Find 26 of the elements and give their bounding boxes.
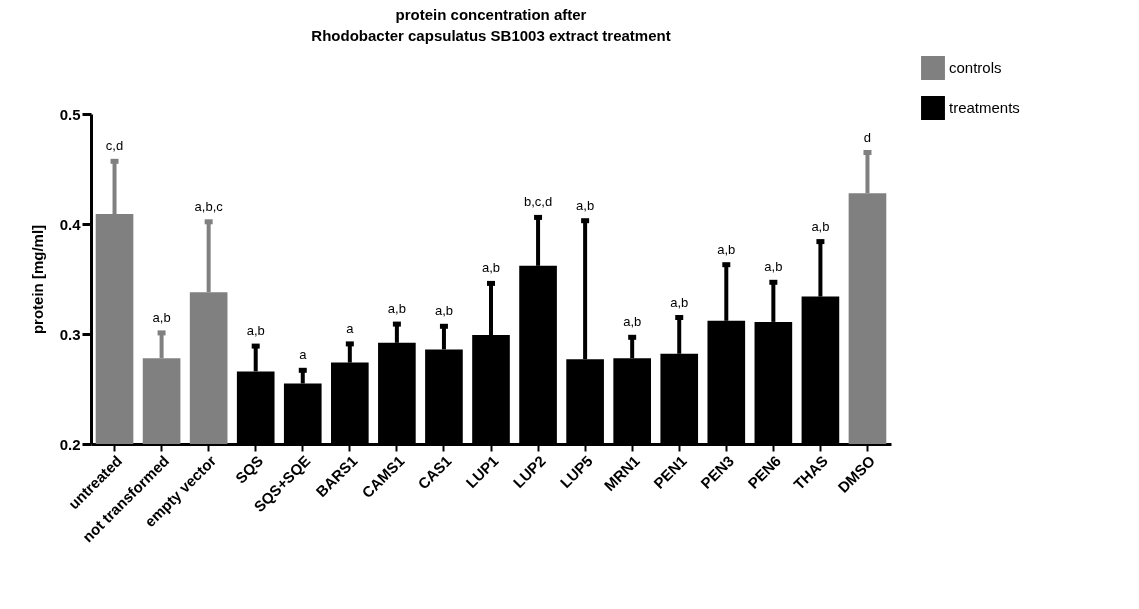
annotation: a,b bbox=[481, 260, 501, 276]
y-tick-label: 0.5 bbox=[59, 105, 81, 123]
annotation: a,b bbox=[764, 259, 783, 275]
annotation: a,b,c bbox=[194, 198, 224, 214]
annotation: a bbox=[346, 320, 355, 336]
annotation: a,b bbox=[576, 197, 595, 213]
chart-subtitle: Rhodobacter capsulatus SB1003 extract treatment bbox=[311, 27, 671, 44]
annotation: a,b bbox=[717, 241, 736, 257]
annotation: a,b bbox=[811, 218, 830, 234]
annotation: a bbox=[299, 347, 308, 363]
legend-label: treatments bbox=[949, 99, 1020, 116]
annotation: a,b bbox=[246, 323, 265, 339]
y-tick-label: 0.2 bbox=[59, 435, 81, 453]
annotation: c,d bbox=[105, 138, 124, 154]
annotation: a,b bbox=[434, 303, 453, 319]
annotation: a,b bbox=[152, 309, 171, 325]
annotation: a,b bbox=[387, 301, 406, 317]
annotation: a,b bbox=[670, 294, 689, 310]
annotation: b,c,d bbox=[523, 194, 553, 210]
chart-title: protein concentration after bbox=[395, 6, 587, 23]
annotation: a,b bbox=[623, 314, 642, 330]
y-axis-title: protein [mg/ml] bbox=[28, 224, 46, 335]
y-tick-label: 0.4 bbox=[59, 215, 82, 233]
legend-label: controls bbox=[949, 59, 1002, 76]
y-tick-label: 0.3 bbox=[59, 325, 81, 343]
annotation: d bbox=[863, 129, 872, 145]
